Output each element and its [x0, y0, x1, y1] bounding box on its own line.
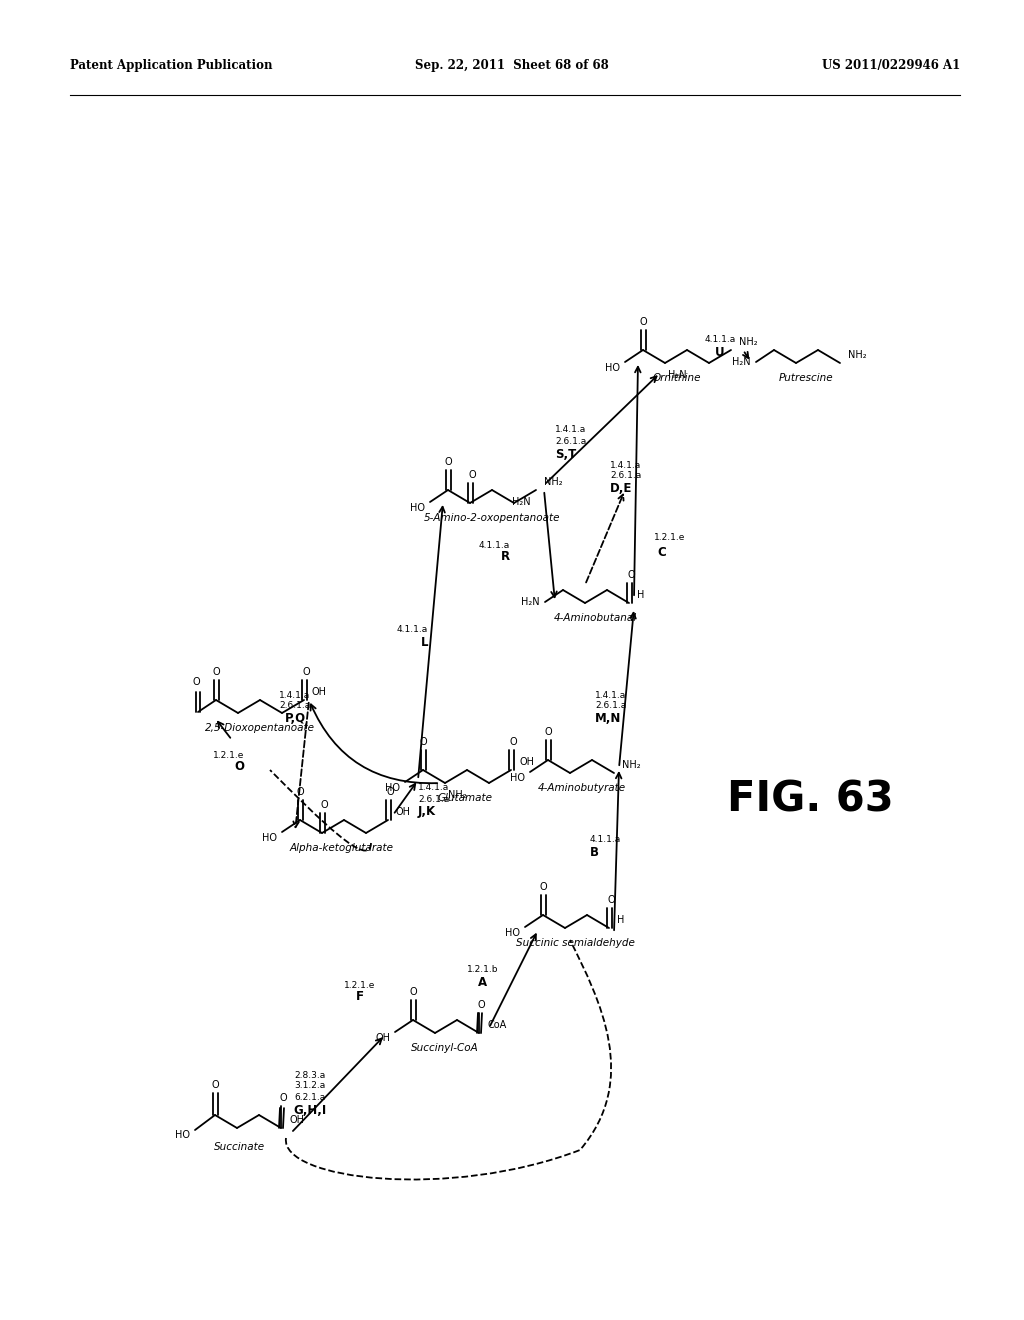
Text: Succinyl-CoA: Succinyl-CoA [411, 1043, 479, 1053]
Text: FIG. 63: FIG. 63 [727, 779, 893, 821]
Text: Sep. 22, 2011  Sheet 68 of 68: Sep. 22, 2011 Sheet 68 of 68 [415, 58, 609, 71]
Text: H: H [617, 915, 625, 925]
Text: 4.1.1.a: 4.1.1.a [396, 626, 428, 635]
Text: CoA: CoA [487, 1020, 506, 1030]
Text: Putrescine: Putrescine [778, 374, 834, 383]
Text: 1.4.1.a: 1.4.1.a [280, 690, 310, 700]
Text: O: O [212, 667, 220, 677]
Text: OH: OH [396, 807, 411, 817]
Text: NH₂: NH₂ [848, 350, 866, 360]
Text: HO: HO [505, 928, 520, 939]
Text: O: O [509, 737, 517, 747]
Text: 2.6.1.a: 2.6.1.a [595, 701, 627, 710]
Text: 1.4.1.a: 1.4.1.a [595, 690, 627, 700]
Text: F: F [356, 990, 364, 1003]
Text: Patent Application Publication: Patent Application Publication [70, 58, 272, 71]
Text: O: O [607, 895, 614, 906]
Text: J,K: J,K [418, 805, 436, 818]
Text: O: O [544, 727, 552, 737]
Text: U: U [715, 346, 725, 359]
Text: HO: HO [605, 363, 620, 374]
Text: H₂N: H₂N [512, 498, 531, 507]
Text: 6.2.1.a: 6.2.1.a [294, 1093, 326, 1101]
Text: OH: OH [289, 1115, 304, 1125]
Text: 2.8.3.a: 2.8.3.a [294, 1071, 326, 1080]
Text: NH₂: NH₂ [622, 760, 641, 770]
Text: O: O [211, 1080, 219, 1090]
Text: Succinic semialdehyde: Succinic semialdehyde [515, 939, 635, 948]
Text: H₂N: H₂N [732, 356, 751, 367]
Text: 1.4.1.a: 1.4.1.a [555, 425, 587, 434]
Text: O: O [477, 1001, 484, 1010]
Text: Glutamate: Glutamate [437, 793, 493, 803]
Text: HO: HO [410, 503, 425, 513]
Text: 2.6.1.a: 2.6.1.a [280, 701, 310, 710]
Text: O: O [639, 317, 647, 327]
Text: HO: HO [385, 783, 400, 793]
Text: L: L [421, 636, 428, 649]
Text: OH: OH [519, 756, 534, 767]
Text: 4-Aminobutyrate: 4-Aminobutyrate [538, 783, 626, 793]
Text: 1.2.1.e: 1.2.1.e [654, 533, 685, 543]
Text: 2,5-Dioxopentanoate: 2,5-Dioxopentanoate [205, 723, 315, 733]
Text: 1.2.1.e: 1.2.1.e [213, 751, 244, 759]
Text: NH₂: NH₂ [449, 789, 467, 800]
Text: O: O [302, 667, 310, 677]
Text: O: O [468, 470, 476, 480]
Text: HO: HO [262, 833, 278, 843]
Text: O: O [234, 760, 244, 774]
Text: NH₂: NH₂ [544, 477, 562, 487]
Text: 1.2.1.e: 1.2.1.e [344, 981, 376, 990]
Text: O: O [627, 570, 635, 579]
Text: US 2011/0229946 A1: US 2011/0229946 A1 [821, 58, 961, 71]
Text: Succinate: Succinate [214, 1142, 265, 1152]
Text: O: O [410, 987, 417, 997]
Text: 4.1.1.a: 4.1.1.a [590, 836, 622, 845]
Text: O: O [444, 457, 452, 467]
Text: O: O [321, 800, 328, 810]
Text: Alpha-ketoglutarate: Alpha-ketoglutarate [290, 843, 394, 853]
Text: 2.6.1.a: 2.6.1.a [555, 437, 587, 446]
Text: HO: HO [175, 1130, 190, 1140]
Text: O: O [540, 882, 547, 892]
Text: B: B [590, 846, 599, 858]
Text: G,H,I: G,H,I [293, 1105, 327, 1118]
Text: 3.1.2.a: 3.1.2.a [294, 1081, 326, 1090]
Text: R: R [501, 550, 510, 564]
Text: H₂N: H₂N [521, 597, 540, 607]
Text: S,T: S,T [555, 447, 577, 461]
Text: 1.4.1.a: 1.4.1.a [418, 784, 450, 792]
Text: O: O [386, 787, 394, 797]
Text: M,N: M,N [595, 713, 622, 726]
Text: H₂N: H₂N [668, 370, 687, 380]
Text: C: C [657, 546, 666, 560]
Text: D,E: D,E [610, 483, 633, 495]
Text: 2.6.1.a: 2.6.1.a [610, 471, 641, 480]
Text: O: O [296, 787, 304, 797]
Text: H: H [637, 590, 644, 601]
Text: O: O [419, 737, 427, 747]
Text: Ornithine: Ornithine [652, 374, 701, 383]
Text: 1.4.1.a: 1.4.1.a [610, 461, 641, 470]
Text: OH: OH [312, 686, 327, 697]
Text: OH: OH [375, 1034, 390, 1043]
Text: 2.6.1.a: 2.6.1.a [418, 795, 450, 804]
Text: NH₂: NH₂ [739, 337, 758, 347]
Text: 5-Amino-2-oxopentanoate: 5-Amino-2-oxopentanoate [424, 513, 560, 523]
Text: 1.2.1.b: 1.2.1.b [467, 965, 499, 974]
Text: 4.1.1.a: 4.1.1.a [705, 335, 735, 345]
Text: A: A [478, 975, 487, 989]
Text: P,Q: P,Q [285, 711, 305, 725]
Text: HO: HO [510, 774, 525, 783]
Text: 4-Aminobutanal: 4-Aminobutanal [553, 612, 637, 623]
Text: O: O [193, 677, 200, 686]
Text: O: O [280, 1093, 287, 1104]
Text: 4.1.1.a: 4.1.1.a [479, 540, 510, 549]
